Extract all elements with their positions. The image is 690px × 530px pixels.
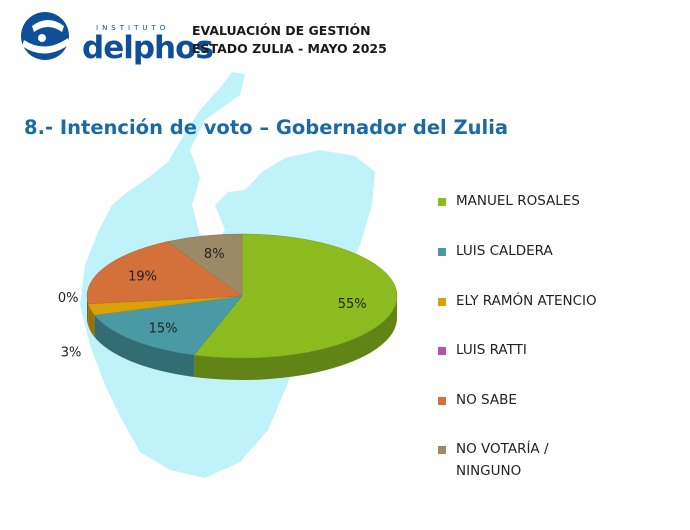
legend-label: NO SABE [456, 392, 517, 408]
pie-side-manuel-rosales [194, 296, 397, 380]
pie-label-manuel-rosales: 55% [338, 297, 367, 312]
logo-instituto-text: INSTITUTO [96, 24, 170, 32]
report-header: EVALUACIÓN DE GESTIÓN ESTADO ZULIA - MAY… [192, 22, 387, 58]
legend-swatch [438, 446, 446, 454]
pie-label-no-votar-a-ninguno: 8% [204, 247, 225, 262]
header-line-1: EVALUACIÓN DE GESTIÓN [192, 23, 371, 38]
legend-label: ELY RAMÓN ATENCIO [456, 293, 597, 309]
pie-label-ely-ram-n-atencio: 3% [61, 345, 82, 360]
pie-slice-luis-caldera [94, 295, 243, 356]
logo-wordmark: delphos [82, 30, 214, 66]
pie-side-luis-caldera [94, 315, 195, 377]
legend-swatch [438, 397, 446, 405]
legend-swatch [438, 248, 446, 256]
pie-label-luis-caldera: 15% [149, 322, 178, 337]
legend-swatch [438, 298, 446, 306]
legend-swatch [438, 347, 446, 355]
pie-label-luis-ratti: 0% [58, 291, 79, 306]
chart-title: 8.- Intención de voto – Gobernador del Z… [24, 116, 509, 139]
pie-slice-no-votar-a-ninguno [166, 233, 243, 297]
legend-label: LUIS RATTI [456, 342, 527, 358]
delphos-emblem-icon [21, 12, 70, 60]
pie-slice-no-sabe [86, 241, 243, 305]
legend-label: LUIS CALDERA [456, 243, 553, 259]
pie-label-no-sabe: 19% [128, 270, 157, 285]
legend-label: NO VOTARÍA / NINGUNO [456, 441, 549, 479]
delphos-logo: INSTITUTO delphos [18, 10, 214, 66]
legend-swatch [438, 198, 446, 206]
header-line-2: ESTADO ZULIA - MAYO 2025 [192, 41, 387, 56]
pie-side-ely-ram-n-atencio [88, 303, 95, 338]
legend-label: MANUEL ROSALES [456, 193, 580, 209]
pie-slice-manuel-rosales [193, 233, 398, 359]
